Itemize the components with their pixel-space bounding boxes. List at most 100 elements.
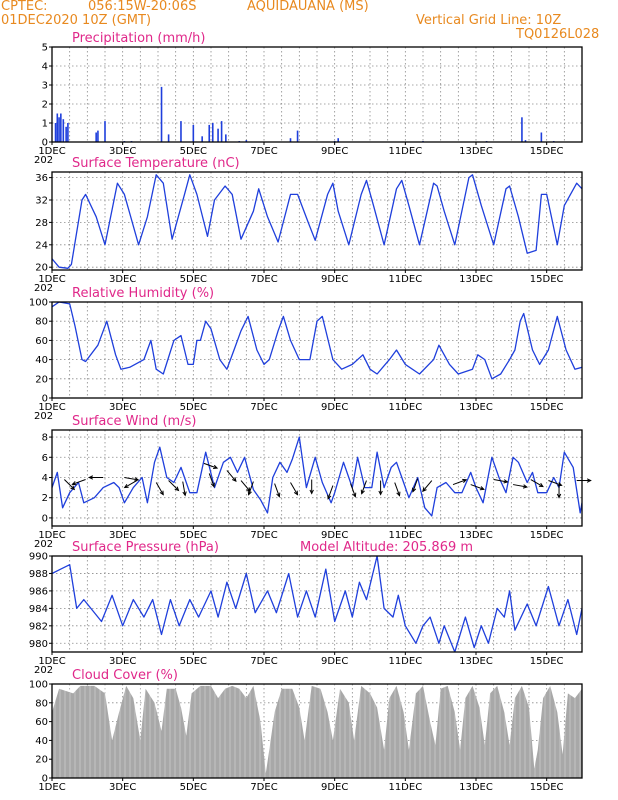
y-tick-label: 20 <box>35 374 48 385</box>
x-tick-label: 9DEC <box>321 656 348 667</box>
panel-title: Relative Humidity (%) <box>72 286 214 301</box>
x-tick-label: 11DEC <box>388 402 422 413</box>
panel-frame <box>51 301 583 399</box>
y-tick-label: 24 <box>35 240 48 251</box>
precip-bar <box>180 121 182 142</box>
panel-title: Surface Temperature (nC) <box>72 156 240 171</box>
year-label: 202 <box>34 155 53 166</box>
wind-arrow <box>309 479 314 495</box>
wind-arrow <box>412 478 419 493</box>
panel-2: 20 24 28 32 36 1DEC 3DEC 5DEC 7DEC 9DEC 11DEC 13DEC… <box>34 156 583 294</box>
wind-arrow <box>290 482 299 496</box>
x-tick-label: 11DEC <box>388 782 422 793</box>
x-tick-label: 11DEC <box>388 146 422 157</box>
x-tick-label: 1DEC <box>38 274 65 285</box>
year-label: 202 <box>34 539 53 550</box>
precip-bar <box>211 123 214 142</box>
series-line <box>52 556 582 652</box>
y-tick-label: 60 <box>35 336 48 347</box>
coordinates-label: 056:15W-20:06S <box>88 0 197 14</box>
panel-4: 0 2 4 6 8 1DEC 3DEC 5DEC 7DEC 9DEC 11DEC 13DEC 15DEC… <box>34 414 592 550</box>
y-tick-label: 6 <box>42 453 48 464</box>
wind-arrow <box>394 482 401 497</box>
wind-arrow <box>240 480 251 493</box>
y-tick-label: 40 <box>35 736 48 747</box>
x-tick-label: 7DEC <box>250 782 277 793</box>
year-label: 202 <box>34 283 53 294</box>
x-tick-label: 3DEC <box>109 274 136 285</box>
x-tick-label: 1DEC <box>38 146 65 157</box>
precip-bar <box>160 86 163 142</box>
x-tick-label: 1DEC <box>38 656 65 667</box>
x-tick-label: 9DEC <box>321 402 348 413</box>
precip-bar <box>289 138 292 142</box>
wind-arrow <box>493 479 509 484</box>
precip-bar <box>225 134 227 142</box>
x-tick-label: 9DEC <box>321 274 348 285</box>
panel-frame <box>51 429 583 527</box>
x-tick-label: 13DEC <box>459 530 493 541</box>
y-tick-label: 2 <box>42 100 48 111</box>
panel-title: Cloud Cover (%) <box>72 668 178 683</box>
wind-arrow <box>378 480 383 496</box>
x-tick-label: 11DEC <box>388 530 422 541</box>
panel-frame <box>51 555 583 653</box>
wind-arrow <box>513 484 529 489</box>
x-tick-label: 5DEC <box>180 402 207 413</box>
precip-bar <box>62 119 65 142</box>
grid-note-label: Vertical Grid Line: 10Z <box>416 13 562 28</box>
year-label: 202 <box>34 411 53 422</box>
wind-arrow <box>452 478 468 486</box>
x-tick-label: 3DEC <box>109 656 136 667</box>
y-tick-label: 4 <box>42 62 48 73</box>
y-tick-label: 36 <box>35 173 48 184</box>
x-tick-label: 7DEC <box>250 274 277 285</box>
wind-arrow <box>530 479 544 488</box>
y-tick-label: 2 <box>42 493 48 504</box>
precip-bar <box>217 128 219 142</box>
series-line <box>52 174 582 269</box>
precip-bar <box>56 113 59 142</box>
source-label: CPTEC: <box>1 0 48 14</box>
precip-bar <box>208 124 211 142</box>
wind-arrow <box>155 482 164 496</box>
wind-arrow <box>182 481 187 497</box>
y-tick-label: 80 <box>35 698 48 709</box>
x-tick-label: 3DEC <box>109 782 136 793</box>
panel-title: Precipitation (mm/h) <box>72 31 205 46</box>
x-tick-label: 9DEC <box>321 530 348 541</box>
chart-header: CPTEC: 056:15W-20:06S AQUIDAUANA (MS) 01… <box>0 0 618 46</box>
series-line <box>52 302 582 380</box>
x-tick-label: 7DEC <box>250 530 277 541</box>
x-tick-label: 15DEC <box>530 530 564 541</box>
y-tick-label: 60 <box>35 717 48 728</box>
y-tick-label: 0 <box>42 394 48 405</box>
precip-bar <box>220 121 223 142</box>
x-tick-label: 11DEC <box>388 656 422 667</box>
run-code-label: TQ0126L028 <box>516 27 600 42</box>
y-tick-label: 0 <box>42 513 48 524</box>
precip-bar <box>65 126 67 142</box>
x-tick-label: 7DEC <box>250 146 277 157</box>
y-tick-label: 80 <box>35 317 48 328</box>
cloud-cover-area <box>52 685 582 778</box>
panel-3: 0 20 40 60 80 100 1DEC 3DEC 5DEC 7DEC 9DEC 11DEC 13D… <box>29 286 583 422</box>
series-line <box>52 436 582 517</box>
x-tick-label: 13DEC <box>459 782 493 793</box>
y-tick-label: 984 <box>29 604 48 615</box>
x-tick-label: 9DEC <box>321 782 348 793</box>
x-tick-label: 5DEC <box>180 530 207 541</box>
wind-arrow <box>247 481 254 496</box>
x-tick-label: 9DEC <box>321 146 348 157</box>
y-tick-label: 990 <box>29 552 48 563</box>
y-tick-label: 988 <box>29 569 48 580</box>
y-tick-label: 28 <box>35 218 48 229</box>
y-tick-label: 40 <box>35 355 48 366</box>
wind-arrow <box>71 479 86 486</box>
precip-bar <box>337 138 339 142</box>
precip-bar <box>245 140 248 142</box>
precip-bar <box>97 130 99 142</box>
x-tick-label: 15DEC <box>530 782 564 793</box>
y-tick-label: 982 <box>29 621 48 632</box>
x-tick-label: 5DEC <box>180 656 207 667</box>
